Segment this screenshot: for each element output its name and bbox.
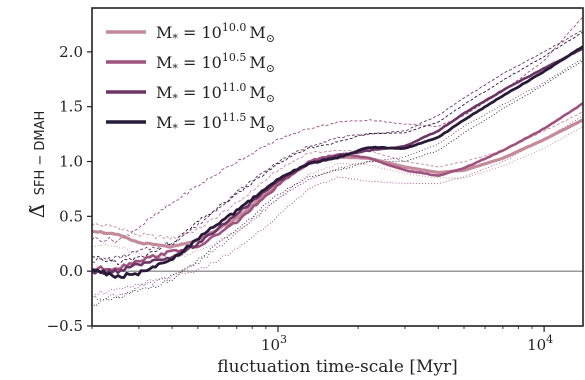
x-tick-label: 104 xyxy=(527,333,553,354)
legend-legend-post-sub: ⊙ xyxy=(266,122,275,135)
legend-label-m105: M* = 1010.5 M⊙ xyxy=(156,51,275,75)
legend-legend-pre: M xyxy=(156,83,172,102)
series-m115-line xyxy=(91,45,584,279)
legend-legend-pre: M xyxy=(156,23,172,42)
legend-legend-post: M xyxy=(249,113,265,132)
legend-legend-sub: * xyxy=(172,92,178,105)
y-axis-label: Δ̃ SFH − DMAH xyxy=(25,111,49,219)
legend-label-m100: M* = 1010.0 M⊙ xyxy=(156,21,275,45)
legend-legend-pre: M xyxy=(156,53,172,72)
x-tick-exponent: 3 xyxy=(280,333,287,346)
legend-legend-mid: = 10 xyxy=(178,53,222,72)
legend-label-m115: M* = 1011.5 M⊙ xyxy=(156,111,275,135)
legend-legend-sup: 10.5 xyxy=(222,51,247,64)
y-tick-label: −0.5 xyxy=(47,317,83,335)
legend: M* = 1010.0 M⊙M* = 1010.5 M⊙M* = 1011.0 M⊙M… xyxy=(106,21,275,135)
x-tick-base: 10 xyxy=(527,336,546,354)
series-m100-line xyxy=(91,118,584,249)
legend-legend-sub: * xyxy=(172,62,178,75)
legend-legend-sub: * xyxy=(172,32,178,45)
series-m115-upper-envelope xyxy=(91,31,584,266)
x-tick-label: 103 xyxy=(261,333,287,354)
legend-legend-sup: 11.5 xyxy=(222,111,247,124)
legend-legend-post-sub: ⊙ xyxy=(266,92,275,105)
x-axis-label: fluctuation time-scale [Myr] xyxy=(217,357,457,377)
legend-legend-post: M xyxy=(249,83,265,102)
y-tick-label: 1.0 xyxy=(59,153,83,171)
legend-legend-mid: = 10 xyxy=(178,23,222,42)
y-axis-label-main: Δ̃ xyxy=(25,204,49,218)
legend-legend-sub: * xyxy=(172,122,178,135)
y-tick-label: 1.5 xyxy=(59,98,83,116)
y-tick-label: 0.0 xyxy=(59,262,83,280)
legend-legend-mid: = 10 xyxy=(178,113,222,132)
series-m100-lower-envelope xyxy=(92,126,584,260)
legend-legend-post-sub: ⊙ xyxy=(266,32,275,45)
legend-legend-post: M xyxy=(249,53,265,72)
y-axis-label-subscript: SFH − DMAH xyxy=(33,111,48,196)
legend-legend-pre: M xyxy=(156,113,172,132)
legend-legend-post: M xyxy=(249,23,265,42)
legend-legend-sup: 11.0 xyxy=(222,81,247,94)
series-layer xyxy=(91,45,584,279)
x-tick-exponent: 4 xyxy=(546,333,553,346)
x-tick-base: 10 xyxy=(261,336,280,354)
legend-legend-sup: 10.0 xyxy=(222,21,247,34)
series-m110-upper-envelope xyxy=(91,29,584,263)
y-tick-label: 0.5 xyxy=(59,207,83,225)
y-tick-label: 2.0 xyxy=(59,43,83,61)
legend-legend-post-sub: ⊙ xyxy=(266,62,275,75)
legend-label-m110: M* = 1011.0 M⊙ xyxy=(156,81,275,105)
plot-frame xyxy=(91,7,584,327)
legend-legend-mid: = 10 xyxy=(178,83,222,102)
